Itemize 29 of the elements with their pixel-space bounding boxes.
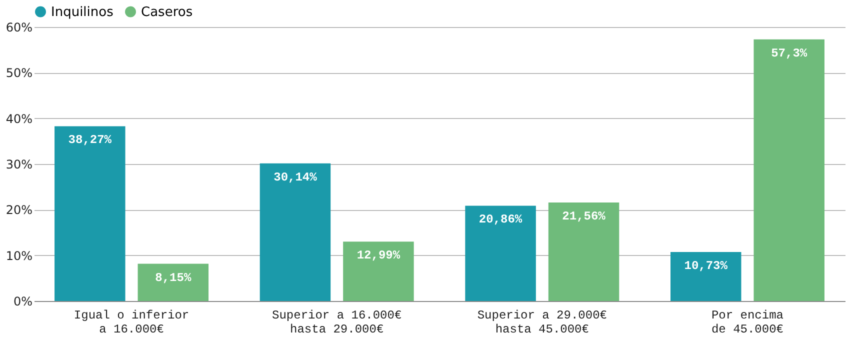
bar	[138, 264, 209, 301]
bar	[465, 206, 536, 301]
x-tick-label: Superior a 16.000€ hasta 29.000€	[272, 308, 402, 336]
bar	[548, 202, 620, 301]
data-label: 20,86%	[478, 212, 523, 227]
data-label: 21,56%	[562, 210, 606, 224]
data-label: 8,15%	[155, 270, 192, 285]
y-tick-label: 50%	[6, 66, 32, 80]
bar	[343, 242, 414, 301]
bar	[260, 163, 331, 301]
bar	[754, 39, 824, 301]
y-tick-label: 60%	[6, 20, 32, 34]
y-tick-label: 40%	[6, 112, 32, 126]
data-label: 38,27%	[68, 133, 112, 148]
legend-label: Inquilinos	[51, 4, 114, 20]
y-tick-label: 10%	[6, 248, 32, 263]
y-tick-label: 30%	[6, 158, 32, 172]
x-tick-label: Por encima de 45.000€	[711, 308, 784, 336]
y-tick-label: 20%	[6, 203, 32, 218]
x-tick-label: Igual o inferior a 16.000€	[74, 308, 190, 336]
data-label: 57,3%	[771, 46, 808, 60]
y-tick-label: 0%	[13, 294, 32, 308]
bar	[670, 252, 742, 301]
bar	[54, 126, 126, 301]
data-label: 30,14%	[274, 170, 318, 184]
data-label: 12,99%	[356, 248, 401, 263]
data-label: 10,73%	[684, 259, 728, 273]
legend-label: Caseros	[141, 4, 193, 20]
x-tick-label: Superior a 29.000€ hasta 45.000€	[477, 308, 607, 336]
